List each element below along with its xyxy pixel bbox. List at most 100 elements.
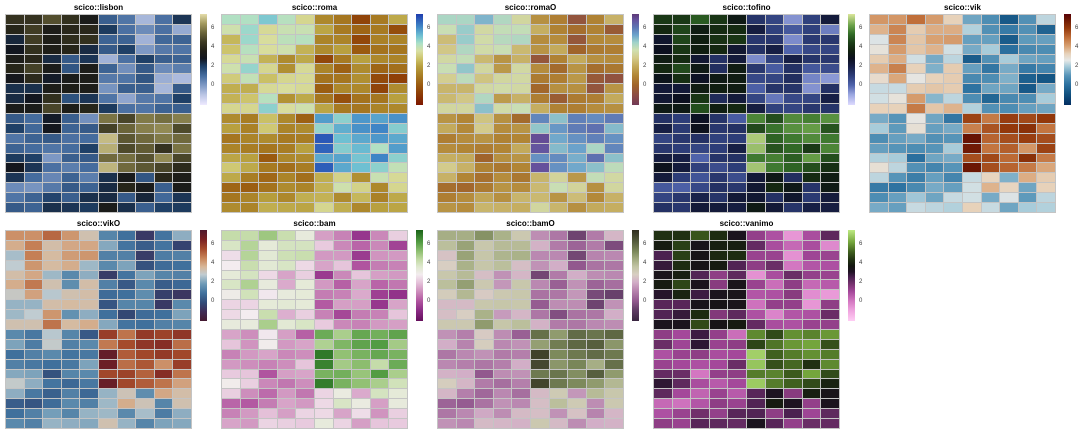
heatmap-cell	[870, 193, 888, 203]
heatmap-cell	[259, 94, 277, 104]
heatmap-cell	[765, 379, 784, 389]
heatmap-cell	[277, 15, 296, 24]
heatmap-cell	[240, 231, 259, 240]
heatmap-cell	[888, 64, 907, 74]
heatmap-cell	[277, 339, 296, 349]
heatmap-cell	[352, 133, 370, 143]
heatmap-cell	[296, 300, 314, 310]
heatmap-cell	[154, 64, 173, 74]
heatmap-cell	[61, 339, 80, 349]
heatmap-cell	[531, 260, 549, 270]
heatmap-cell	[1037, 193, 1055, 203]
heatmap-cell	[117, 143, 136, 153]
heatmap-cell	[654, 339, 672, 349]
heatmap-cell	[389, 359, 407, 369]
heatmap-cell	[691, 270, 709, 280]
heatmap-cell	[136, 34, 154, 44]
heatmap-cell	[672, 270, 691, 280]
heatmap-cell	[136, 153, 154, 163]
heatmap-cell	[709, 320, 728, 329]
heatmap-cell	[549, 329, 568, 339]
heatmap-cell	[1000, 94, 1018, 104]
heatmap-cell	[136, 300, 154, 310]
heatmap-cell	[765, 280, 784, 290]
colorbar	[848, 230, 855, 321]
heatmap-cell	[222, 399, 240, 409]
heatmap-cell	[654, 54, 672, 64]
heatmap-cell	[531, 44, 549, 54]
heatmap-cell	[99, 399, 117, 409]
heatmap-cell	[389, 113, 407, 123]
heatmap-cell	[80, 163, 98, 173]
heatmap-cell	[61, 320, 80, 329]
heatmap-cell	[315, 143, 333, 153]
heatmap-cell	[389, 339, 407, 349]
heatmap-cell	[456, 339, 475, 349]
heatmap-cell	[222, 389, 240, 399]
heatmap-cell	[493, 399, 512, 409]
heatmap-cell	[24, 300, 43, 310]
heatmap-cell	[24, 44, 43, 54]
heatmap-cell	[333, 183, 352, 193]
colorbar-tick-label: 4	[211, 44, 215, 51]
heatmap-cell	[691, 260, 709, 270]
heatmap-cell	[709, 280, 728, 290]
heatmap-cell	[784, 54, 802, 64]
heatmap-cell	[43, 163, 61, 173]
heatmap-cell	[61, 203, 80, 212]
heatmap-cell	[512, 419, 530, 428]
heatmap-cell	[765, 329, 784, 339]
heatmap-cell	[728, 290, 746, 300]
heatmap-cell	[24, 260, 43, 270]
heatmap-cell	[222, 64, 240, 74]
heatmap-cell	[154, 320, 173, 329]
heatmap-cell	[99, 250, 117, 260]
heatmap-cell	[765, 64, 784, 74]
heatmap-cell	[277, 240, 296, 250]
heatmap-cell	[259, 260, 277, 270]
heatmap-cell	[43, 349, 61, 359]
heatmap-cell	[315, 260, 333, 270]
heatmap-cell	[259, 310, 277, 320]
heatmap-cell	[259, 74, 277, 84]
heatmap-cell	[672, 300, 691, 310]
heatmap-cell	[240, 270, 259, 280]
heatmap-cell	[296, 409, 314, 419]
heatmap-cell	[709, 389, 728, 399]
heatmap-cell	[728, 104, 746, 113]
heatmap-cell	[6, 173, 24, 183]
heatmap-cell	[438, 240, 456, 250]
heatmap-cell	[586, 359, 605, 369]
colorbar-tick-label: 0	[211, 298, 215, 305]
heatmap-cell	[315, 153, 333, 163]
heatmap-cell	[24, 280, 43, 290]
heatmap-cell	[512, 24, 530, 34]
heatmap-cell	[888, 193, 907, 203]
heatmap-cell	[586, 290, 605, 300]
heatmap-cell	[944, 123, 962, 133]
heatmap-cell	[99, 173, 117, 183]
heatmap-cell	[259, 339, 277, 349]
heatmap-cell	[493, 310, 512, 320]
heatmap-cell	[43, 183, 61, 193]
heatmap-cell	[80, 54, 98, 64]
heatmap-cell	[277, 300, 296, 310]
heatmap-cell	[173, 94, 191, 104]
heatmap-cell	[389, 74, 407, 84]
heatmap-cell	[493, 329, 512, 339]
heatmap-cell	[154, 280, 173, 290]
heatmap-cell	[259, 133, 277, 143]
heatmap-cell	[944, 84, 962, 94]
heatmap-cell	[981, 54, 1000, 64]
heatmap-cell	[6, 339, 24, 349]
heatmap-cell	[6, 113, 24, 123]
heatmap-cell	[493, 153, 512, 163]
heatmap-cell	[747, 15, 765, 24]
heatmap-grid	[653, 14, 840, 213]
heatmap-cell	[61, 389, 80, 399]
heatmap-cell	[549, 143, 568, 153]
heatmap-cell	[352, 94, 370, 104]
heatmap-cell	[222, 290, 240, 300]
heatmap-cell	[315, 54, 333, 64]
